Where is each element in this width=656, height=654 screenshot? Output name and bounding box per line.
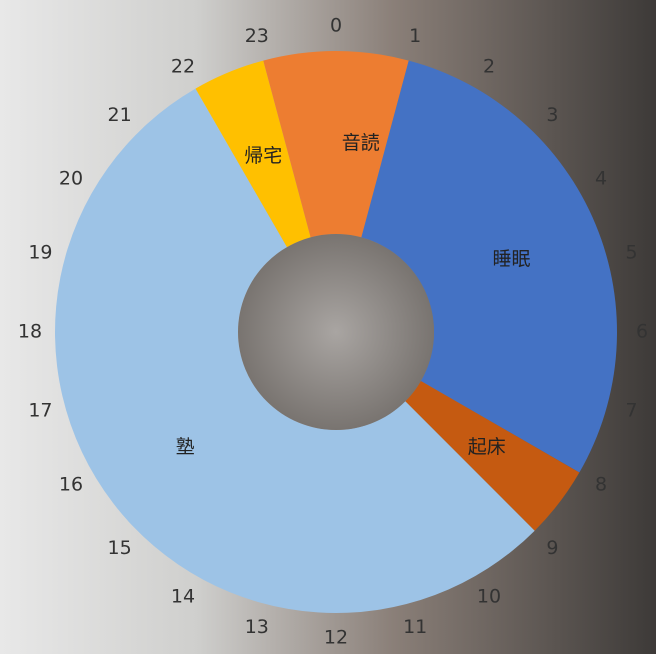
hour-label: 10: [477, 586, 501, 608]
hour-label: 22: [171, 55, 195, 77]
hour-label: 16: [59, 474, 83, 496]
segment-label: 睡眠: [493, 248, 531, 270]
segment-label: 起床: [468, 436, 506, 458]
hour-label: 23: [245, 25, 269, 47]
segment-label: 帰宅: [244, 145, 282, 167]
hour-label: 8: [595, 474, 607, 496]
chart: 音読睡眠起床塾帰宅0123456789101112131415161718192…: [0, 0, 656, 654]
hour-label: 14: [171, 586, 195, 608]
hour-label: 2: [483, 55, 495, 77]
hour-label: 19: [28, 241, 52, 263]
hour-label: 1: [409, 25, 421, 47]
hour-label: 7: [626, 400, 638, 422]
hour-label: 4: [595, 168, 607, 190]
hour-label: 9: [546, 537, 558, 559]
hour-label: 12: [324, 627, 348, 649]
hour-label: 0: [330, 15, 342, 37]
hour-label: 18: [18, 321, 42, 343]
hour-label: 21: [108, 104, 132, 126]
hour-label: 15: [108, 537, 132, 559]
segment-label: 塾: [176, 436, 195, 458]
hour-label: 17: [28, 400, 52, 422]
hour-label: 6: [636, 321, 648, 343]
hour-label: 20: [59, 168, 83, 190]
hour-label: 11: [403, 616, 427, 638]
hour-label: 13: [245, 616, 269, 638]
hour-label: 3: [546, 104, 558, 126]
segment-label: 音読: [342, 132, 380, 154]
hour-label: 5: [626, 241, 638, 263]
donut-hole: [238, 234, 434, 430]
